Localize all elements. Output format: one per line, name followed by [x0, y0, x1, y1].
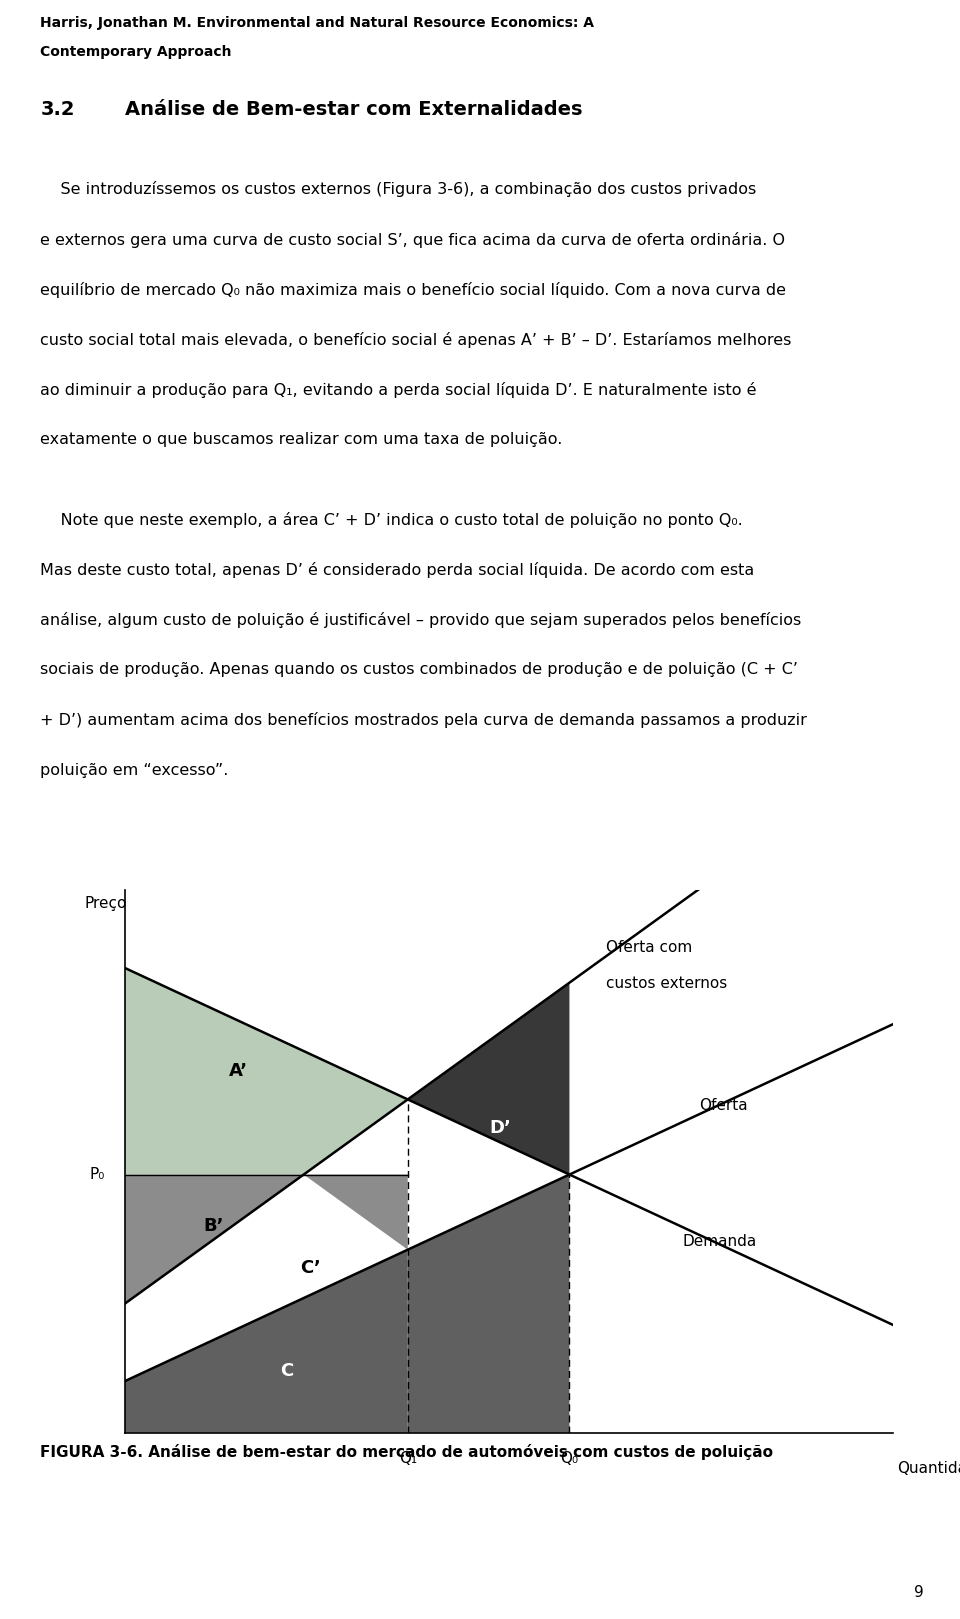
- Text: C: C: [280, 1362, 293, 1379]
- Text: equilíbrio de mercado Q₀ não maximiza mais o benefício social líquido. Com a nov: equilíbrio de mercado Q₀ não maximiza ma…: [40, 282, 786, 298]
- Text: exatamente o que buscamos realizar com uma taxa de poluição.: exatamente o que buscamos realizar com u…: [40, 432, 563, 447]
- Polygon shape: [125, 968, 408, 1174]
- Text: C’: C’: [300, 1258, 321, 1276]
- Polygon shape: [125, 1174, 408, 1381]
- Polygon shape: [125, 1250, 408, 1433]
- Text: Note que neste exemplo, a área C’ + D’ indica o custo total de poluição no ponto: Note que neste exemplo, a área C’ + D’ i…: [40, 512, 743, 528]
- Text: ao diminuir a produção para Q₁, evitando a perda social líquida D’. E naturalmen: ao diminuir a produção para Q₁, evitando…: [40, 382, 756, 398]
- Text: Contemporary Approach: Contemporary Approach: [40, 45, 231, 60]
- Text: poluição em “excesso”.: poluição em “excesso”.: [40, 763, 228, 777]
- Text: Análise de Bem-estar com Externalidades: Análise de Bem-estar com Externalidades: [125, 100, 583, 120]
- Text: FIGURA 3-6. Análise de bem-estar do mercado de automóveis com custos de poluição: FIGURA 3-6. Análise de bem-estar do merc…: [40, 1444, 774, 1460]
- Text: 3.2: 3.2: [40, 100, 75, 120]
- Polygon shape: [125, 1174, 408, 1381]
- Text: + D’) aumentam acima dos benefícios mostrados pela curva de demanda passamos a p: + D’) aumentam acima dos benefícios most…: [40, 712, 807, 729]
- Text: Q₀: Q₀: [561, 1451, 579, 1465]
- Text: Q₁: Q₁: [398, 1451, 417, 1465]
- Polygon shape: [408, 1174, 569, 1433]
- Text: P₀: P₀: [89, 1167, 105, 1182]
- Text: Preço: Preço: [84, 895, 127, 911]
- Text: Mas deste custo total, apenas D’ é considerado perda social líquida. De acordo c: Mas deste custo total, apenas D’ é consi…: [40, 562, 755, 578]
- Text: A’: A’: [228, 1062, 248, 1080]
- Text: B’: B’: [204, 1217, 224, 1235]
- Text: custo social total mais elevada, o benefício social é apenas A’ + B’ – D’. Estar: custo social total mais elevada, o benef…: [40, 332, 792, 348]
- Text: Oferta: Oferta: [699, 1098, 748, 1112]
- Text: 9: 9: [914, 1585, 924, 1600]
- Text: Harris, Jonathan M. Environmental and Natural Resource Economics: A: Harris, Jonathan M. Environmental and Na…: [40, 16, 594, 31]
- Text: análise, algum custo de poluição é justificável – provido que sejam superados pe: análise, algum custo de poluição é justi…: [40, 612, 802, 628]
- Text: D’: D’: [490, 1119, 512, 1137]
- Text: custos externos: custos externos: [606, 976, 727, 991]
- Text: Demanda: Demanda: [683, 1234, 756, 1248]
- Text: sociais de produção. Apenas quando os custos combinados de produção e de poluiçã: sociais de produção. Apenas quando os cu…: [40, 662, 798, 677]
- Text: Quantidade: Quantidade: [897, 1462, 960, 1477]
- Text: Se introduzíssemos os custos externos (Figura 3-6), a combinação dos custos priv: Se introduzíssemos os custos externos (F…: [40, 181, 756, 198]
- Text: e externos gera uma curva de custo social S’, que fica acima da curva de oferta : e externos gera uma curva de custo socia…: [40, 232, 785, 248]
- Text: Oferta com: Oferta com: [606, 941, 692, 955]
- Polygon shape: [408, 983, 569, 1174]
